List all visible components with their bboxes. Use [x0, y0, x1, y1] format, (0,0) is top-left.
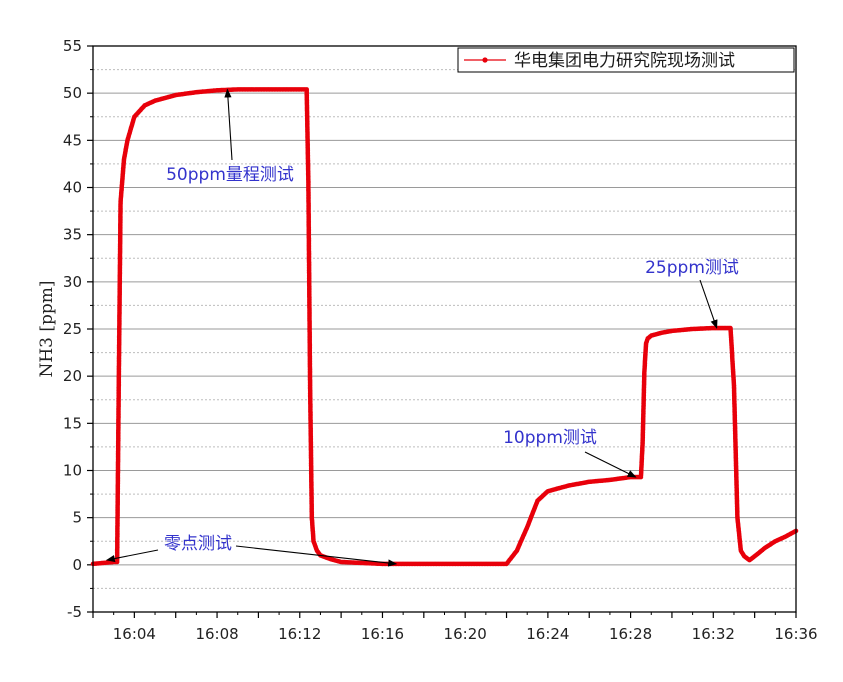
- x-tick-label: 16:32: [692, 625, 735, 643]
- y-tick-label: -5: [67, 603, 82, 621]
- legend-label: 华电集团电力研究院现场测试: [514, 51, 735, 71]
- y-tick-label: 50: [63, 84, 82, 102]
- axes: -5 0 5 10 15 20 25 30 35 40 45 50 55 16:04 16:08 16:12 1…: [37, 37, 818, 643]
- x-tick-label: 16:04: [113, 625, 156, 643]
- y-tick-label: 40: [63, 179, 82, 197]
- x-tick-label: 16:28: [609, 625, 652, 643]
- annotation-label: 10ppm测试: [503, 428, 597, 448]
- y-tick-label: 20: [63, 367, 82, 385]
- legend-swatch-marker: [482, 57, 488, 63]
- annotation-arrow: [235, 545, 398, 567]
- y-tick-label: 45: [63, 131, 82, 149]
- legend-box: [457, 47, 795, 73]
- y-tick-label: 0: [72, 556, 82, 574]
- y-tick-label: 30: [63, 273, 82, 291]
- annotation-arrow: [224, 88, 233, 161]
- annotation-arrow: [105, 549, 159, 563]
- y-tick-label: 10: [63, 462, 82, 480]
- y-axis-title: NH3 [ppm]: [37, 280, 57, 377]
- x-tick-label: 16:12: [278, 625, 321, 643]
- x-tick-label: 16:20: [444, 625, 487, 643]
- annotation-arrow: [699, 279, 718, 329]
- x-tick-label: 16:24: [526, 625, 569, 643]
- plot-frame: [92, 45, 797, 613]
- annotation-arrow: [584, 451, 637, 478]
- legend: 华电集团电力研究院现场测试: [457, 47, 795, 73]
- y-tick-label: 35: [63, 226, 82, 244]
- y-tick-label: 55: [63, 37, 82, 55]
- annotation-label: 25ppm测试: [645, 258, 739, 278]
- annotation-label: 50ppm量程测试: [166, 165, 294, 185]
- y-tick-label: 5: [72, 509, 82, 527]
- x-tick-label: 16:08: [195, 625, 238, 643]
- y-tick-label: 15: [63, 414, 82, 432]
- annotation-label: 零点测试: [164, 534, 232, 554]
- y-tick-label: 25: [63, 320, 82, 338]
- x-tick-label: 16:16: [361, 625, 404, 643]
- x-tick-label: 16:36: [774, 625, 817, 643]
